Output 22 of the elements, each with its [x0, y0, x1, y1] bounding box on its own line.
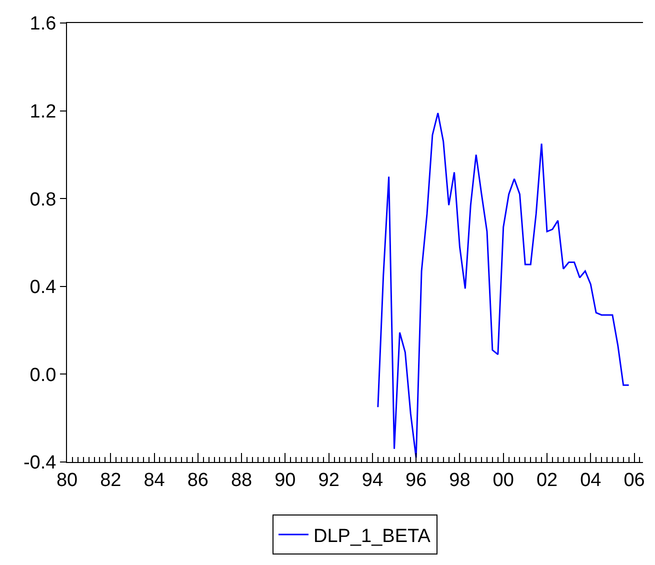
y-tick-label: 0.4: [30, 277, 57, 298]
x-tick-label: 88: [230, 470, 252, 491]
line-series: [377, 112, 630, 458]
y-tick-label: 0.8: [30, 189, 56, 210]
x-tick-label: 00: [492, 470, 514, 491]
x-tick-label: 80: [56, 470, 78, 491]
x-tick-label: 82: [100, 470, 122, 491]
y-tick-label: -0.4: [23, 452, 57, 474]
x-tick-label: 02: [536, 470, 558, 491]
x-tick-label: 04: [580, 470, 602, 491]
y-tick-label: 0.0: [30, 364, 56, 386]
x-tick-label: 06: [624, 470, 645, 491]
x-tick-label: 98: [449, 470, 470, 491]
legend-label: DLP_1_BETA: [314, 526, 431, 547]
y-tick-label: 1.2: [30, 101, 56, 122]
x-tick-label: 86: [187, 470, 208, 491]
x-tick-label: 90: [274, 470, 296, 491]
x-tick-label: 92: [318, 470, 340, 491]
x-tick-label: 84: [144, 470, 166, 491]
x-tick-label: 96: [406, 470, 427, 491]
y-tick-label: 1.6: [30, 14, 56, 35]
x-tick-label: 94: [362, 470, 384, 491]
